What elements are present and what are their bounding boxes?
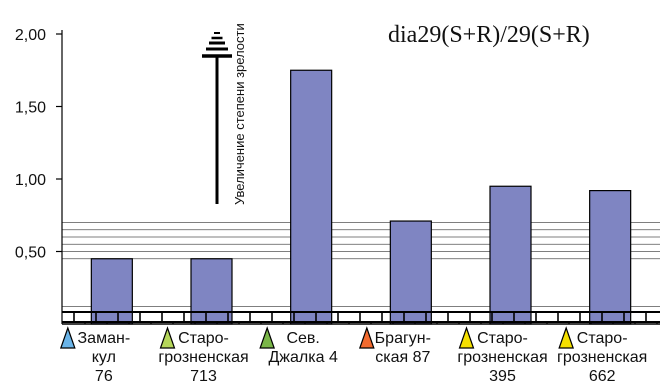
maturity-arrow	[202, 32, 232, 204]
category-label: Джалка 4	[268, 349, 337, 366]
category-marker	[358, 326, 375, 349]
category-label: грозненская	[158, 349, 248, 366]
category-label: Старо-	[577, 330, 628, 347]
category-label: 662	[589, 368, 616, 381]
category-marker	[159, 326, 176, 349]
category-label: кул	[92, 349, 116, 366]
bar	[290, 69, 333, 325]
category-label: Сев.	[286, 330, 319, 347]
y-tick-label: 2,00	[15, 27, 46, 44]
y-axis: 2,00 1,50 1,00 0,50	[15, 27, 63, 324]
category-label: Брагун-	[375, 330, 431, 347]
category-marker	[59, 326, 76, 349]
bar	[389, 220, 432, 325]
category-marker	[558, 326, 575, 349]
category-label: Старо-	[178, 330, 229, 347]
category-label: грозненская	[457, 349, 547, 366]
category-label: 395	[489, 368, 516, 381]
category-marker	[458, 326, 475, 349]
category-labels: Заман-кул 76 Старо-грозненская 713 Сев. Джалк…	[59, 326, 647, 381]
reference-lines	[62, 222, 660, 313]
bars	[90, 69, 632, 325]
category-marker	[259, 326, 276, 349]
maturity-annotation: Увеличение степени зрелости	[232, 23, 247, 205]
bar	[589, 190, 632, 325]
y-tick-label: 1,00	[15, 172, 46, 189]
y-tick-label: 1,50	[15, 100, 46, 117]
bar	[489, 185, 532, 325]
category-label: 713	[190, 368, 217, 381]
chart-title: dia29(S+R)/29(S+R)	[388, 22, 590, 48]
category-label: 76	[95, 368, 113, 381]
baseline-strip	[62, 311, 660, 325]
category-label: Старо-	[477, 330, 528, 347]
category-label: Заман-	[78, 330, 131, 347]
category-label: грозненская	[557, 349, 647, 366]
bar	[190, 258, 233, 325]
y-tick-label: 0,50	[15, 245, 46, 262]
category-label: ская 87	[375, 349, 430, 366]
bar	[90, 258, 133, 325]
